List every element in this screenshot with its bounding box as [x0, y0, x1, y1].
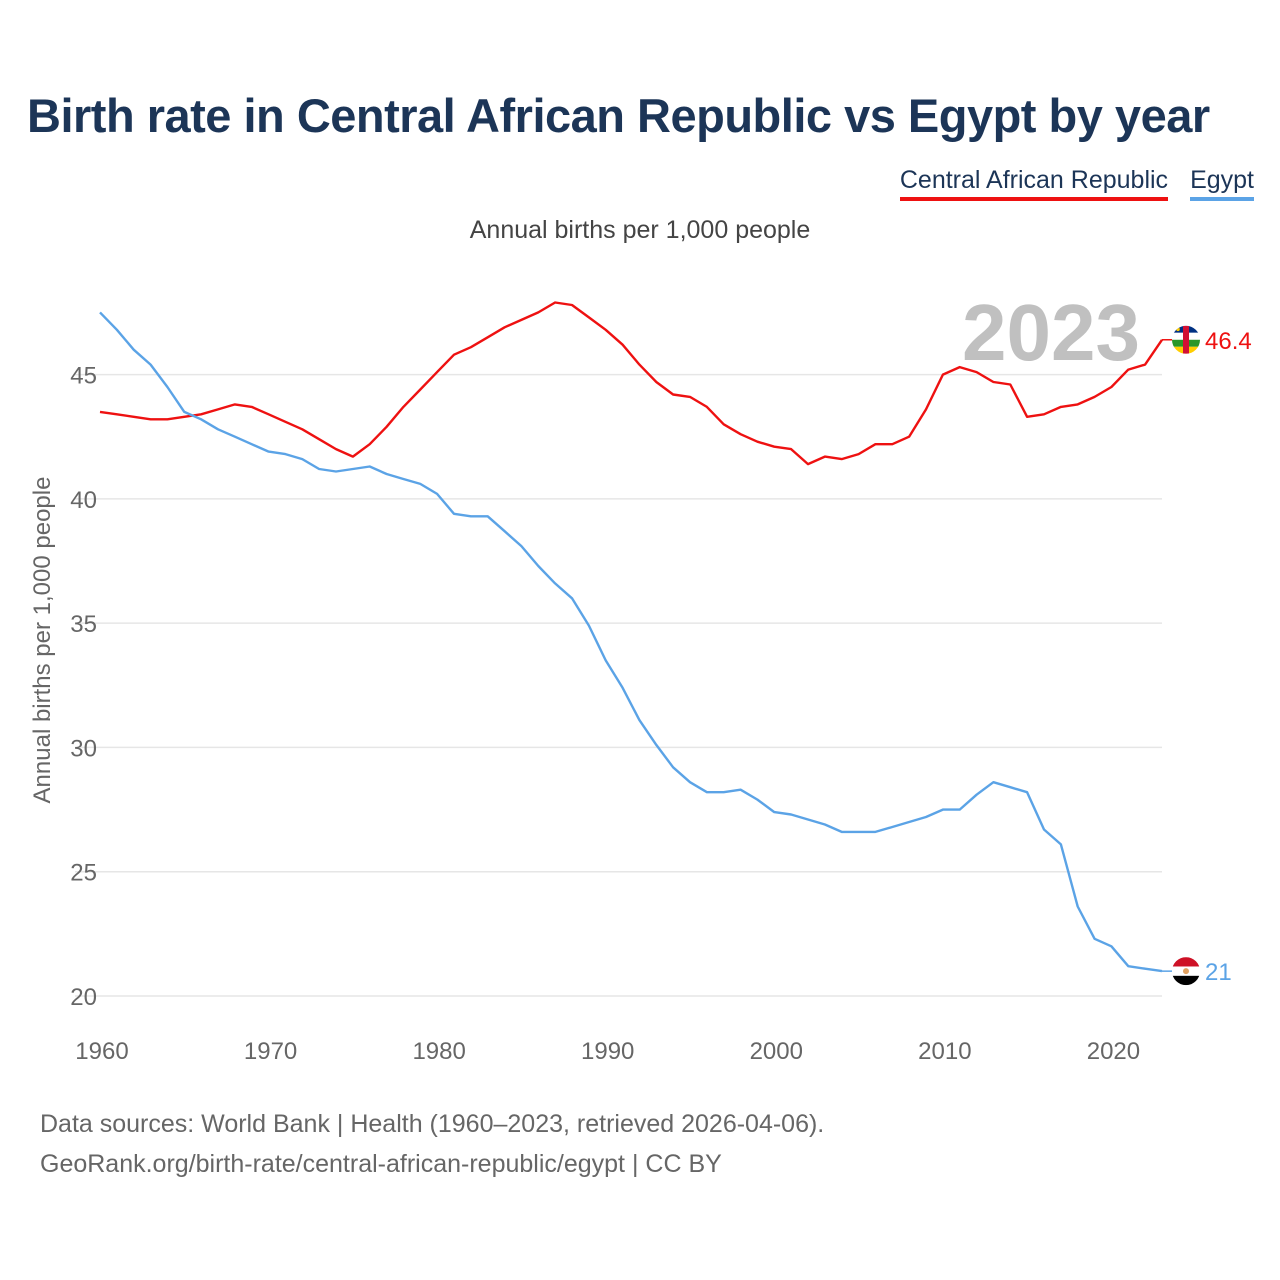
x-tick-label: 2020 — [1087, 1038, 1140, 1065]
y-tick-label: 25 — [70, 860, 97, 887]
series-end-value: 46.4 — [1205, 328, 1252, 355]
y-axis-label: Annual births per 1,000 people — [29, 477, 56, 804]
chart-title: Birth rate in Central African Republic v… — [27, 89, 1210, 142]
y-tick-label: 40 — [70, 487, 97, 514]
grid-lines — [75, 373, 1162, 997]
car-flag-icon — [1172, 325, 1200, 354]
x-tick-label: 1960 — [75, 1038, 128, 1065]
series-line-central-african-republic[interactable] — [99, 301, 1163, 466]
x-tick-label: 1970 — [244, 1038, 297, 1065]
y-tick-label: 30 — [70, 735, 97, 762]
y-tick-label: 35 — [70, 611, 97, 638]
legend: Central African Republic Egypt — [899, 166, 1254, 201]
line-chart: 20 25 30 35 40 45 1960 1970 1980 1990 2000 2010 202… — [29, 288, 1252, 1065]
series-line-egypt[interactable] — [99, 311, 1163, 973]
x-tick-label: 2000 — [750, 1038, 803, 1065]
x-axis-ticks: 1960 1970 1980 1990 2000 2010 2020 — [75, 1038, 1140, 1065]
footer: Data sources: World Bank | Health (1960–… — [40, 1104, 824, 1184]
current-year-label: 2023 — [962, 288, 1140, 377]
legend-item-egypt[interactable]: Egypt — [1190, 166, 1254, 201]
x-tick-label: 1980 — [412, 1038, 465, 1065]
y-tick-label: 45 — [70, 363, 97, 390]
legend-item-central-african-republic[interactable]: Central African Republic — [899, 166, 1169, 201]
y-axis-ticks: 20 25 30 35 40 45 — [70, 363, 97, 1011]
x-tick-label: 1990 — [581, 1038, 634, 1065]
footer-link[interactable]: GeoRank.org/birth-rate/central-african-r… — [40, 1150, 722, 1178]
egypt-flag-icon — [1172, 957, 1200, 986]
series-end-markers: 46.4 21 — [1162, 325, 1252, 986]
chart-subtitle: Annual births per 1,000 people — [469, 216, 811, 244]
y-tick-label: 20 — [70, 984, 97, 1011]
x-tick-label: 2010 — [918, 1038, 971, 1065]
series-end-value: 21 — [1205, 959, 1232, 986]
series-lines — [99, 301, 1163, 973]
footer-sources: Data sources: World Bank | Health (1960–… — [40, 1110, 825, 1138]
